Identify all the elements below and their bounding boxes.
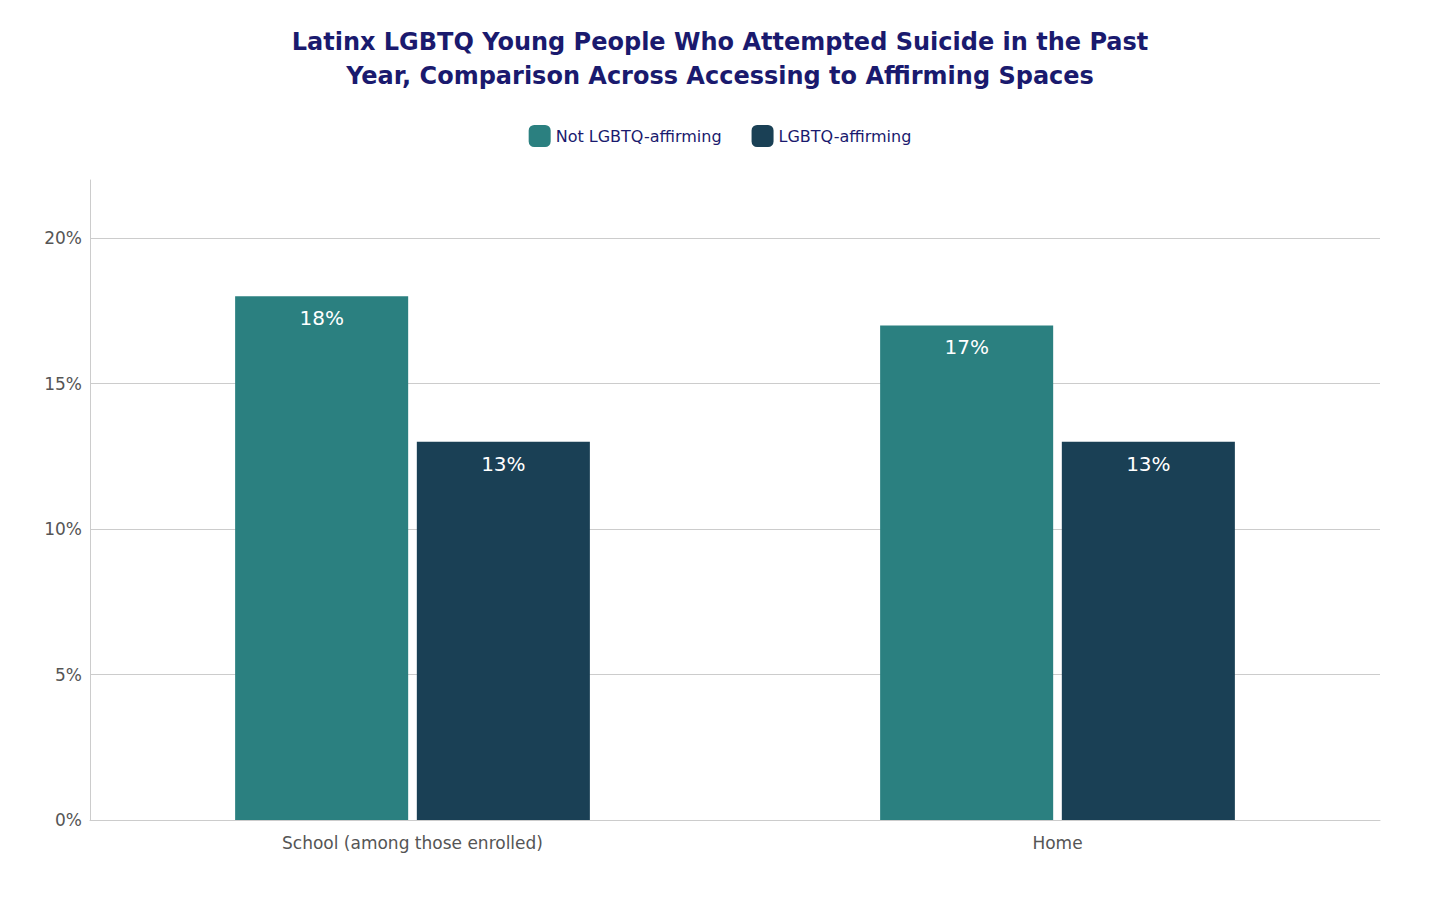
svg-text:School (among those enrolled): School (among those enrolled) — [282, 833, 543, 853]
svg-text:17%: 17% — [944, 335, 988, 359]
svg-text:LGBTQ-affirming: LGBTQ-affirming — [779, 127, 912, 146]
svg-text:15%: 15% — [44, 374, 82, 394]
svg-text:5%: 5% — [55, 665, 82, 685]
svg-text:10%: 10% — [44, 519, 82, 539]
svg-text:Latinx LGBTQ Young People Who: Latinx LGBTQ Young People Who Attempted … — [292, 28, 1149, 56]
svg-text:0%: 0% — [55, 810, 82, 830]
svg-text:Year, Comparison Across Access: Year, Comparison Across Accessing to Aff… — [345, 62, 1094, 90]
svg-text:18%: 18% — [299, 306, 343, 330]
svg-text:20%: 20% — [44, 228, 82, 248]
svg-text:13%: 13% — [1126, 452, 1170, 476]
svg-text:13%: 13% — [481, 452, 525, 476]
svg-text:Not LGBTQ-affirming: Not LGBTQ-affirming — [556, 127, 722, 146]
svg-text:Home: Home — [1032, 833, 1082, 853]
